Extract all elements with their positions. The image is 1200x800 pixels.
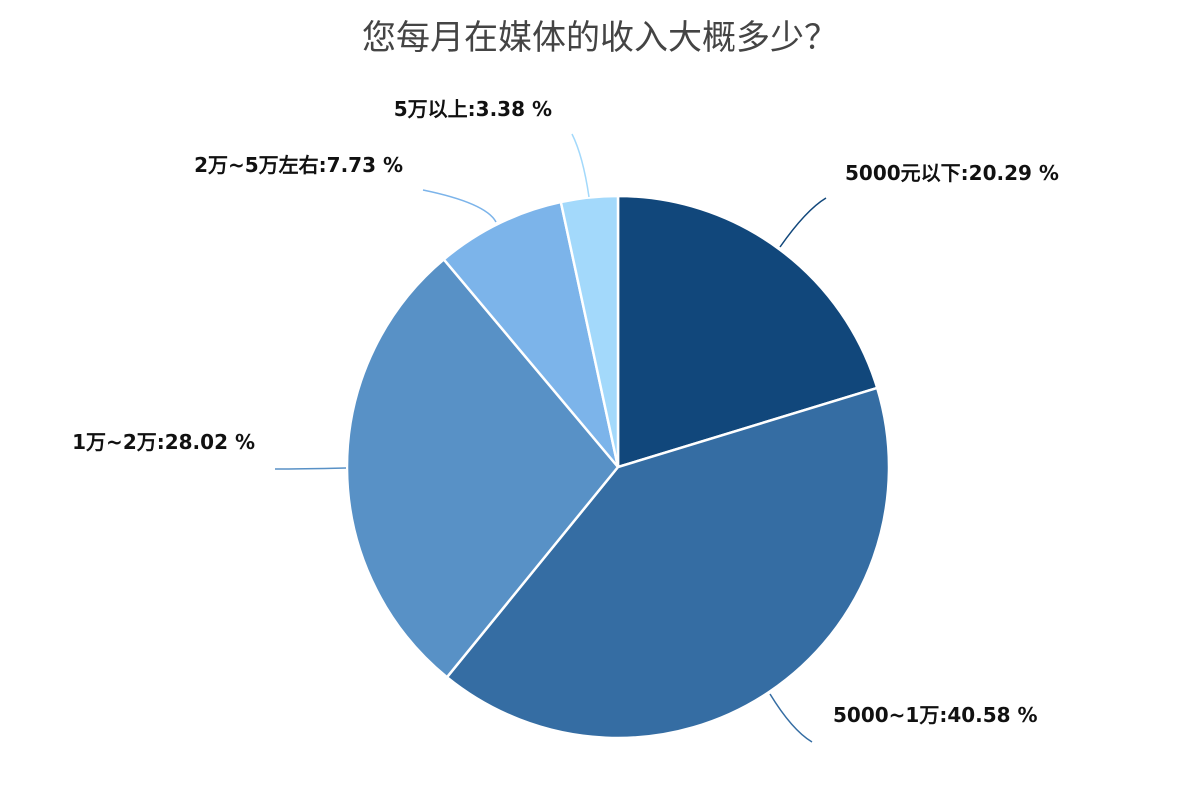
slice-20k-to-50k-leader-line [422,189,497,223]
slice-10k-to-20k-label: 1万~2万:28.02 % [72,430,255,454]
slice-20k-to-50k-label: 2万~5万左右:7.73 % [194,153,403,177]
pie-slices [345,194,891,740]
slice-under-5000 [616,194,879,469]
slice-10k-to-20k-leader-line [274,467,347,470]
slice-10k-to-20k [345,257,620,679]
slice-over-50k [559,194,620,468]
slice-under-5000-leader-line [779,197,827,248]
slice-5000-to-10k [445,386,891,740]
leader-lines [274,133,827,743]
chart-title: 您每月在媒体的收入大概多少？ [362,18,838,58]
slice-over-50k-label: 5万以上:3.38 % [394,97,552,121]
slice-5000-to-10k-leader-line [769,693,813,743]
slice-over-50k-leader-line [571,133,590,198]
slice-labels: 5000元以下:20.29 % 5000~1万:40.58 % 1万~2万:28.0… [72,97,1059,727]
slice-5000-to-10k-label: 5000~1万:40.58 % [833,703,1038,727]
slice-under-5000-label: 5000元以下:20.29 % [845,161,1059,185]
